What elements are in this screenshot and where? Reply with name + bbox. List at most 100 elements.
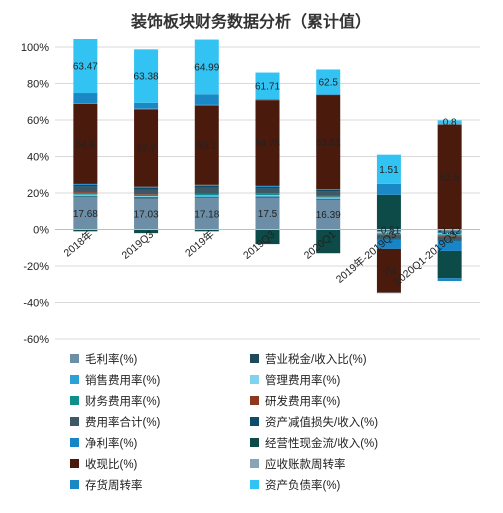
bar-segment bbox=[316, 191, 341, 196]
bar-segment bbox=[316, 198, 341, 200]
data-labels: 17.68 54.9 63.47 17.03 52.7 63.38 17.18 53.1 64.… bbox=[73, 62, 462, 278]
bar-segment bbox=[316, 199, 341, 230]
bar-segment bbox=[316, 196, 341, 198]
legend-swatch bbox=[70, 354, 79, 363]
bar-segment bbox=[255, 72, 280, 100]
bar-segment bbox=[316, 189, 341, 192]
bar-segment bbox=[73, 103, 98, 104]
data-label: 63.47 bbox=[73, 62, 98, 73]
data-label: 52.7 bbox=[136, 143, 156, 154]
y-tick-label: -20% bbox=[23, 261, 49, 273]
bar-segment bbox=[255, 197, 280, 230]
legend-label: 资产负债率(%) bbox=[265, 478, 341, 492]
legend-label: 收现比(%) bbox=[85, 457, 138, 471]
bar-segment bbox=[437, 233, 462, 235]
legend-label: 费用率合计(%) bbox=[85, 415, 161, 429]
y-axis: -60% -40% -20% 0% 20% 40% 60% 80% 100% bbox=[21, 42, 480, 346]
bar-segment bbox=[255, 195, 280, 197]
bar-segment bbox=[255, 185, 280, 187]
bar-segment bbox=[134, 194, 159, 197]
x-tick-label: 2019Q3 bbox=[120, 229, 156, 262]
bar-segment bbox=[376, 183, 401, 195]
bar-segment bbox=[437, 239, 462, 241]
bar-segment bbox=[376, 235, 401, 239]
bar-segment bbox=[194, 187, 219, 194]
bar-segment bbox=[316, 94, 341, 96]
bar-segment bbox=[376, 239, 401, 249]
legend-swatch bbox=[70, 375, 79, 384]
bar-segment bbox=[73, 196, 98, 198]
legend-swatch bbox=[70, 396, 79, 405]
legend-label: 净利率(%) bbox=[85, 436, 138, 450]
bar-segment bbox=[73, 193, 98, 195]
bar-segment bbox=[194, 39, 219, 95]
bar-segment bbox=[134, 196, 159, 197]
y-tick-label: 60% bbox=[27, 115, 49, 127]
bar-segment bbox=[194, 94, 219, 105]
legend-label: 管理费用率(%) bbox=[265, 373, 341, 387]
bar-segment bbox=[194, 198, 219, 230]
bar-segment bbox=[73, 183, 98, 185]
legend-label: 毛利率(%) bbox=[85, 352, 138, 366]
legend-label: 应收账款周转率 bbox=[265, 457, 346, 471]
bar-segment bbox=[437, 231, 462, 233]
bar-segment bbox=[73, 39, 98, 94]
bar-segment bbox=[316, 69, 341, 95]
data-label: -1.12 bbox=[438, 226, 461, 237]
bar-segment bbox=[134, 229, 159, 234]
bar-segment bbox=[194, 195, 219, 197]
bar-segment bbox=[437, 232, 462, 234]
bar-segment bbox=[437, 120, 462, 125]
y-tick-label: -40% bbox=[23, 298, 49, 310]
bar-segment bbox=[255, 196, 280, 197]
bar-segment bbox=[316, 95, 341, 190]
bar-segment bbox=[437, 235, 462, 237]
y-tick-label: 80% bbox=[27, 79, 49, 91]
bar-segment bbox=[255, 186, 280, 189]
bar-segment bbox=[134, 197, 159, 199]
bar-segment bbox=[194, 105, 219, 185]
bar-segment bbox=[316, 94, 341, 95]
bar-segment bbox=[376, 232, 401, 234]
legend-swatch bbox=[250, 375, 259, 384]
data-label: 61.71 bbox=[255, 81, 280, 92]
bar-segment bbox=[255, 193, 280, 196]
bar-segment bbox=[437, 278, 462, 282]
legend-label: 存货周转率 bbox=[85, 478, 143, 492]
bar-segment bbox=[316, 195, 341, 197]
bar-segment bbox=[376, 234, 401, 236]
bar-segment bbox=[73, 93, 98, 104]
data-label: 17.68 bbox=[73, 209, 98, 220]
legend-swatch bbox=[70, 480, 79, 489]
y-tick-label: 20% bbox=[27, 188, 49, 200]
y-tick-label: 0% bbox=[33, 225, 49, 237]
legend-label: 财务费用率(%) bbox=[85, 394, 161, 408]
bar-segment bbox=[134, 109, 159, 187]
bar-segment bbox=[73, 192, 98, 194]
bar-segment bbox=[437, 124, 462, 125]
bar-segment bbox=[194, 193, 219, 194]
bar-segment bbox=[376, 292, 401, 294]
bar-segment bbox=[73, 194, 98, 196]
bar-segment bbox=[73, 195, 98, 197]
bar-segment bbox=[73, 103, 98, 184]
bar-segment bbox=[194, 197, 219, 199]
bar-segment bbox=[255, 193, 280, 194]
bar-segment bbox=[194, 193, 219, 196]
bar-segment bbox=[255, 188, 280, 194]
data-label: 54.9 bbox=[76, 139, 96, 150]
y-tick-label: 40% bbox=[27, 152, 49, 164]
legend-label: 营业税金/收入比(%) bbox=[265, 352, 367, 366]
bar-segment bbox=[134, 189, 159, 195]
bar-segment bbox=[437, 236, 462, 240]
legend-label: 经营性现金流/收入(%) bbox=[265, 436, 378, 450]
data-label: 62.5 bbox=[318, 77, 338, 88]
legend-swatch bbox=[70, 459, 79, 468]
y-tick-label: -60% bbox=[23, 334, 49, 346]
data-label: -24 bbox=[382, 266, 397, 277]
bar-segment bbox=[376, 248, 401, 293]
x-tick-label: 2019年 bbox=[182, 228, 216, 260]
legend: 毛利率(%) 营业税金/收入比(%) 销售费用率(%) 管理费用率(%) 财务费用率(%… bbox=[70, 352, 378, 492]
bar-segment bbox=[255, 229, 280, 245]
